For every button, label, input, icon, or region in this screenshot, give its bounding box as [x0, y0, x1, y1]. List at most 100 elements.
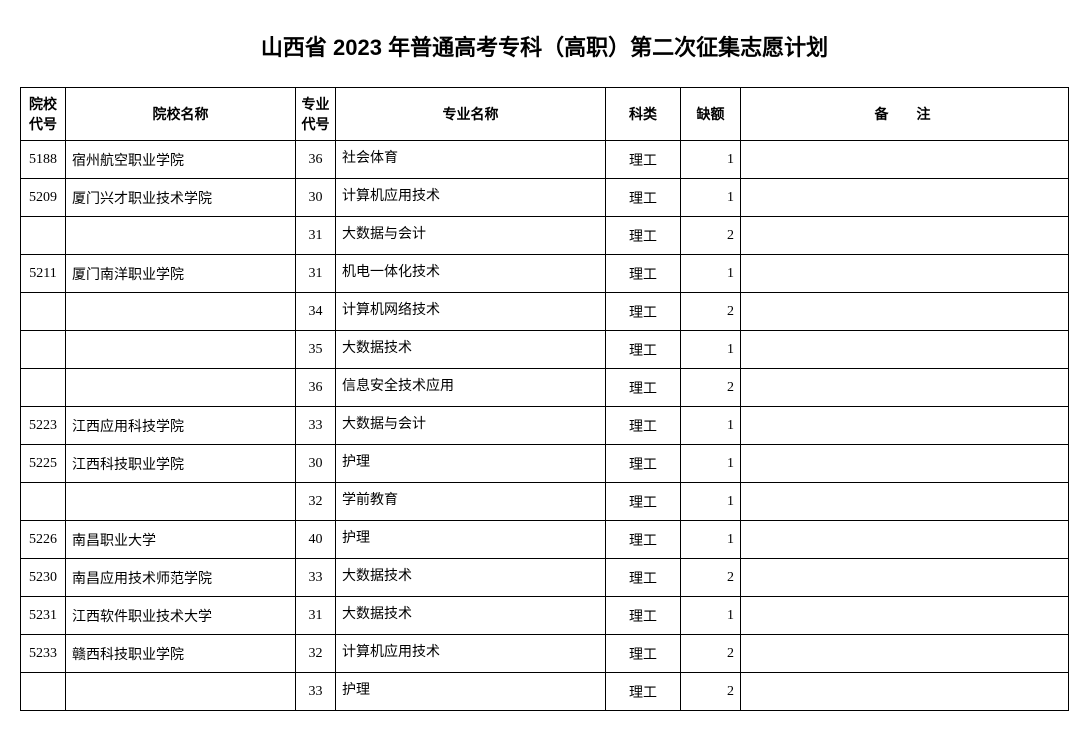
cell-school-code: [21, 369, 66, 407]
cell-vacancy: 2: [681, 217, 741, 255]
cell-category: 理工: [606, 407, 681, 445]
cell-major-code: 31: [296, 597, 336, 635]
cell-vacancy: 1: [681, 483, 741, 521]
cell-major-name: 信息安全技术应用: [336, 369, 606, 407]
cell-vacancy: 2: [681, 559, 741, 597]
header-category: 科类: [606, 88, 681, 141]
cell-major-name: 大数据技术: [336, 559, 606, 597]
cell-school-name: 江西应用科技学院: [66, 407, 296, 445]
cell-remark: [741, 597, 1069, 635]
cell-major-name: 计算机网络技术: [336, 293, 606, 331]
cell-remark: [741, 559, 1069, 597]
cell-major-code: 40: [296, 521, 336, 559]
cell-school-name: [66, 369, 296, 407]
cell-category: 理工: [606, 597, 681, 635]
cell-vacancy: 1: [681, 521, 741, 559]
cell-remark: [741, 445, 1069, 483]
cell-major-code: 33: [296, 407, 336, 445]
cell-school-name: [66, 331, 296, 369]
table-row: 5233赣西科技职业学院32计算机应用技术理工2: [21, 635, 1069, 673]
table-row: 5211厦门南洋职业学院31机电一体化技术理工1: [21, 255, 1069, 293]
header-school-code: 院校代号: [21, 88, 66, 141]
cell-major-name: 学前教育: [336, 483, 606, 521]
cell-school-code: 5188: [21, 141, 66, 179]
cell-vacancy: 1: [681, 179, 741, 217]
cell-school-name: 南昌应用技术师范学院: [66, 559, 296, 597]
cell-major-name: 大数据技术: [336, 597, 606, 635]
table-row: 5188宿州航空职业学院36社会体育理工1: [21, 141, 1069, 179]
cell-school-code: [21, 673, 66, 711]
table-row: 5209厦门兴才职业技术学院30计算机应用技术理工1: [21, 179, 1069, 217]
cell-category: 理工: [606, 255, 681, 293]
table-row: 5223江西应用科技学院33大数据与会计理工1: [21, 407, 1069, 445]
cell-major-code: 35: [296, 331, 336, 369]
cell-remark: [741, 141, 1069, 179]
cell-vacancy: 1: [681, 331, 741, 369]
cell-major-code: 34: [296, 293, 336, 331]
cell-remark: [741, 673, 1069, 711]
cell-major-name: 社会体育: [336, 141, 606, 179]
cell-major-name: 护理: [336, 521, 606, 559]
cell-major-name: 大数据与会计: [336, 407, 606, 445]
header-school-name: 院校名称: [66, 88, 296, 141]
cell-vacancy: 1: [681, 445, 741, 483]
cell-major-name: 机电一体化技术: [336, 255, 606, 293]
cell-school-name: [66, 293, 296, 331]
cell-school-name: [66, 483, 296, 521]
table-row: 5226南昌职业大学40护理理工1: [21, 521, 1069, 559]
cell-school-code: 5226: [21, 521, 66, 559]
cell-remark: [741, 521, 1069, 559]
cell-remark: [741, 369, 1069, 407]
cell-major-code: 36: [296, 141, 336, 179]
cell-major-name: 护理: [336, 445, 606, 483]
cell-category: 理工: [606, 635, 681, 673]
cell-major-name: 大数据与会计: [336, 217, 606, 255]
cell-school-name: 厦门南洋职业学院: [66, 255, 296, 293]
page-title: 山西省 2023 年普通高考专科（高职）第二次征集志愿计划: [20, 30, 1069, 62]
cell-category: 理工: [606, 331, 681, 369]
cell-category: 理工: [606, 521, 681, 559]
cell-remark: [741, 217, 1069, 255]
cell-remark: [741, 255, 1069, 293]
admission-plan-table: 院校代号 院校名称 专业代号 专业名称 科类 缺额 备注 5188宿州航空职业学…: [20, 87, 1069, 711]
table-row: 5225江西科技职业学院30护理理工1: [21, 445, 1069, 483]
cell-major-code: 32: [296, 635, 336, 673]
cell-school-name: [66, 673, 296, 711]
table-header-row: 院校代号 院校名称 专业代号 专业名称 科类 缺额 备注: [21, 88, 1069, 141]
table-row: 33护理理工2: [21, 673, 1069, 711]
table-row: 5230南昌应用技术师范学院33大数据技术理工2: [21, 559, 1069, 597]
cell-school-code: [21, 483, 66, 521]
cell-category: 理工: [606, 483, 681, 521]
cell-category: 理工: [606, 293, 681, 331]
cell-major-name: 大数据技术: [336, 331, 606, 369]
cell-school-name: 江西软件职业技术大学: [66, 597, 296, 635]
cell-school-code: 5211: [21, 255, 66, 293]
cell-remark: [741, 407, 1069, 445]
cell-category: 理工: [606, 217, 681, 255]
cell-school-name: 江西科技职业学院: [66, 445, 296, 483]
table-row: 31大数据与会计理工2: [21, 217, 1069, 255]
cell-category: 理工: [606, 369, 681, 407]
cell-remark: [741, 483, 1069, 521]
cell-category: 理工: [606, 179, 681, 217]
cell-category: 理工: [606, 141, 681, 179]
cell-category: 理工: [606, 445, 681, 483]
cell-major-code: 33: [296, 559, 336, 597]
cell-remark: [741, 293, 1069, 331]
header-major-code: 专业代号: [296, 88, 336, 141]
table-row: 32学前教育理工1: [21, 483, 1069, 521]
cell-vacancy: 2: [681, 293, 741, 331]
cell-school-code: 5225: [21, 445, 66, 483]
cell-major-name: 计算机应用技术: [336, 635, 606, 673]
cell-major-code: 31: [296, 255, 336, 293]
cell-major-code: 31: [296, 217, 336, 255]
table-row: 35大数据技术理工1: [21, 331, 1069, 369]
cell-remark: [741, 179, 1069, 217]
cell-school-code: 5231: [21, 597, 66, 635]
cell-major-code: 32: [296, 483, 336, 521]
cell-school-code: 5223: [21, 407, 66, 445]
cell-vacancy: 2: [681, 673, 741, 711]
header-vacancy: 缺额: [681, 88, 741, 141]
cell-vacancy: 1: [681, 141, 741, 179]
cell-vacancy: 1: [681, 255, 741, 293]
